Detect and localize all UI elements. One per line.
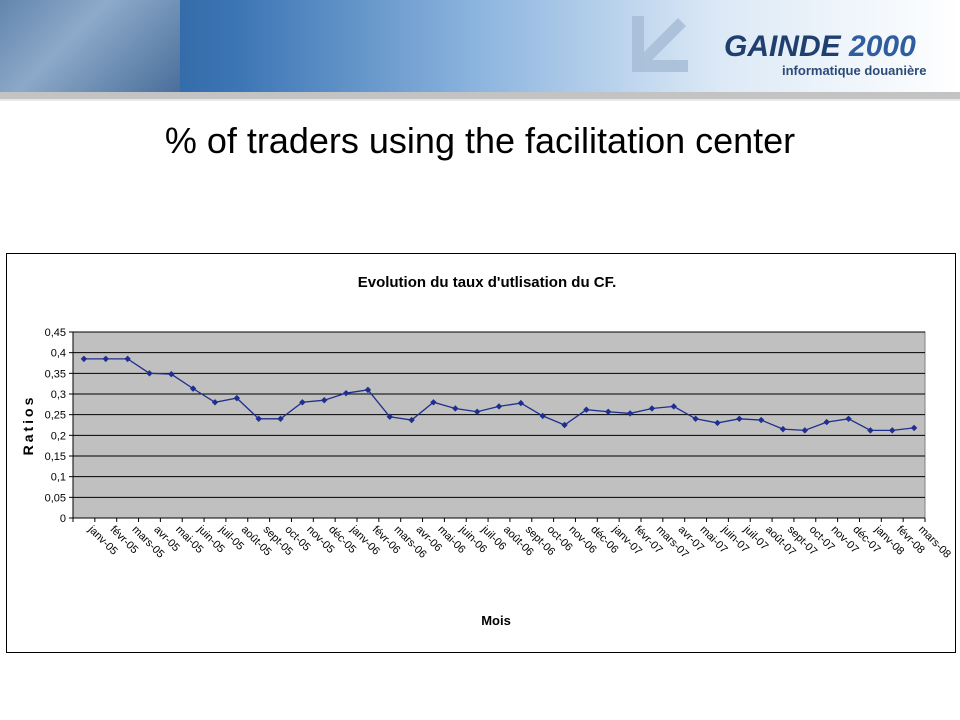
header-banner <box>0 0 960 92</box>
data-point <box>473 408 481 415</box>
data-point <box>80 355 88 363</box>
data-point <box>386 413 393 420</box>
data-point <box>255 415 262 422</box>
logo-wordmark: GAINDE 2000 <box>724 32 934 62</box>
data-point <box>605 408 612 415</box>
data-point <box>277 415 284 422</box>
logo-main-text: GAINDE <box>724 30 841 63</box>
x-axis-ticks: janv-05févr-05mars-05avr-05mai-05juin-05… <box>72 518 953 561</box>
header-divider-light <box>0 99 960 101</box>
arrow-logo-icon <box>632 16 688 72</box>
data-point <box>452 405 459 412</box>
y-tick-label: 0,35 <box>45 368 66 380</box>
y-tick-label: 0,15 <box>45 451 66 463</box>
data-point <box>779 425 787 433</box>
data-point <box>299 399 306 406</box>
data-point <box>692 415 699 422</box>
data-point <box>211 399 219 406</box>
data-point <box>648 405 656 412</box>
data-point <box>714 419 721 427</box>
data-point <box>736 415 743 422</box>
header-divider <box>0 92 960 99</box>
data-point <box>561 421 568 429</box>
chart-title: Evolution du taux d'utlisation du CF. <box>358 274 617 291</box>
y-tick-label: 0,3 <box>51 389 66 401</box>
data-point <box>342 389 350 397</box>
slide-title: % of traders using the facilitation cent… <box>164 120 796 161</box>
data-point <box>757 416 765 424</box>
y-tick-label: 0,4 <box>51 348 66 360</box>
series-group <box>80 355 918 434</box>
data-point <box>823 418 830 426</box>
data-point <box>845 415 852 422</box>
y-tick-label: 0,1 <box>51 472 66 484</box>
data-point <box>124 355 131 363</box>
data-point <box>583 406 590 413</box>
data-point <box>801 427 809 434</box>
y-tick-label: 0,2 <box>51 430 66 442</box>
y-axis-label: Ratios <box>20 395 36 456</box>
data-point <box>146 370 153 377</box>
data-point <box>321 397 328 404</box>
data-point <box>910 424 918 432</box>
data-point <box>102 355 109 363</box>
plot-area <box>72 331 926 519</box>
y-axis-ticks: 0 0,05 0,1 0,15 0,2 0,25 0,3 0,35 0,4 0,45 <box>45 327 73 525</box>
logo-number-text: 2000 <box>849 30 916 63</box>
data-point <box>189 385 197 392</box>
data-point <box>867 427 874 434</box>
header-photo <box>0 0 180 92</box>
logo-subtitle: informatique douanière <box>782 63 927 78</box>
data-point <box>430 399 437 406</box>
line-chart: Evolution du taux d'utlisation du CF. 00… <box>20 274 953 628</box>
y-tick-label: 0,05 <box>45 492 66 504</box>
gainde-logo: GAINDE 2000 informatique douanière <box>724 32 934 82</box>
data-point <box>889 427 896 434</box>
data-point <box>408 416 415 424</box>
y-tick-label: 0,25 <box>45 410 66 422</box>
data-point <box>670 403 677 410</box>
data-point <box>539 412 546 420</box>
data-point <box>495 403 503 410</box>
y-tick-label: 0 <box>60 513 66 525</box>
y-tick-label: 0,45 <box>45 327 66 339</box>
gridlines <box>72 331 925 519</box>
x-axis-label: Mois <box>481 613 511 628</box>
data-point <box>168 370 175 378</box>
data-point <box>517 399 525 407</box>
